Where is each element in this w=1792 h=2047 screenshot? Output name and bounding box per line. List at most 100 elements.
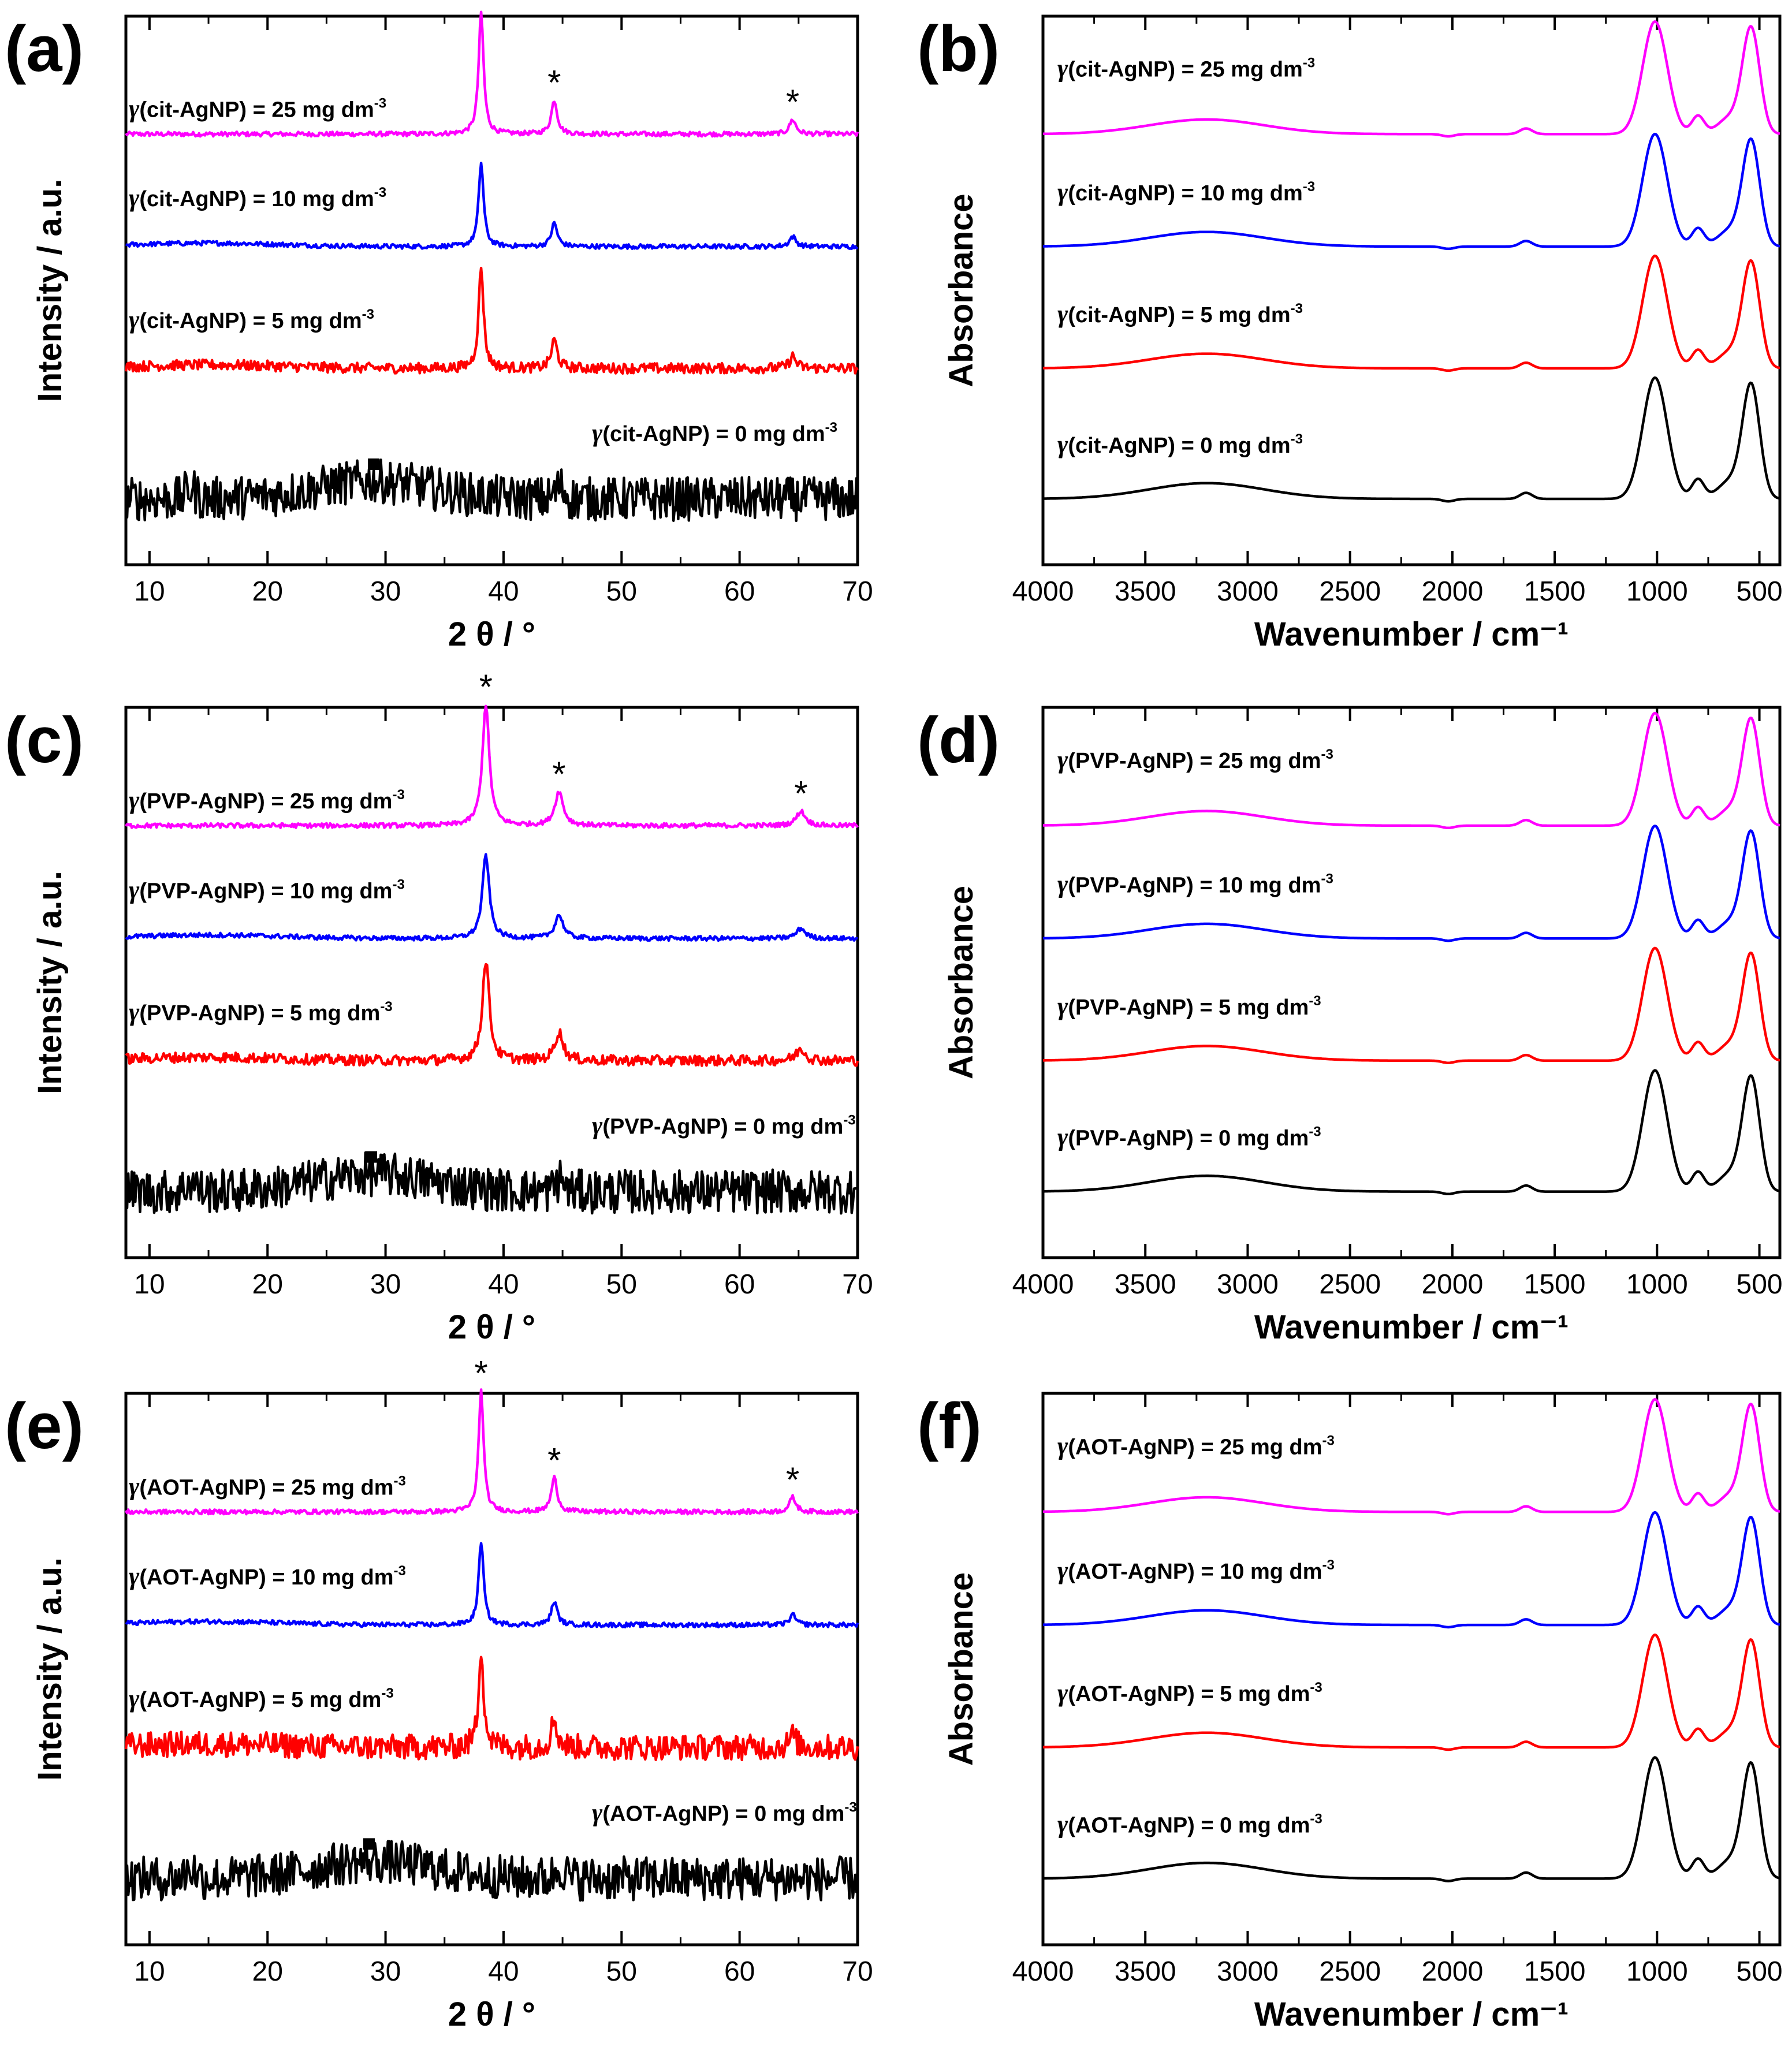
y-axis-label: Intensity / a.u. bbox=[31, 871, 69, 1094]
x-tick-label: 2500 bbox=[1319, 1269, 1381, 1300]
x-tick-label: 1500 bbox=[1524, 1269, 1586, 1300]
series-label: γ(AOT-AgNP) = 10 mg dm-3 bbox=[1057, 1556, 1335, 1584]
series-label-exponent: -3 bbox=[1309, 993, 1321, 1009]
panel-letter: (f) bbox=[917, 1390, 982, 1462]
series-line bbox=[1042, 946, 1780, 1064]
series-line bbox=[1042, 825, 1780, 942]
series-label-text: (cit-AgNP) = 0 mg dm bbox=[602, 422, 825, 446]
series-label-exponent: -3 bbox=[394, 1473, 406, 1489]
series-label-text: (cit-AgNP) = 0 mg dm bbox=[1068, 434, 1290, 458]
series-line bbox=[1042, 1069, 1780, 1196]
series-line bbox=[124, 458, 859, 523]
series-label: γ(AOT-AgNP) = 0 mg dm-3 bbox=[592, 1798, 857, 1826]
series-label-text: (PVP-AgNP) = 0 mg dm bbox=[1068, 1127, 1309, 1151]
series-label-exponent: -3 bbox=[381, 1686, 393, 1701]
x-tick-label: 70 bbox=[842, 1269, 873, 1300]
series-line bbox=[1042, 254, 1780, 372]
series-label-exponent: -3 bbox=[394, 1563, 406, 1579]
square-marker bbox=[368, 458, 380, 470]
x-tick-label: 60 bbox=[724, 1956, 755, 1987]
series-line bbox=[125, 963, 859, 1067]
series-line bbox=[124, 1388, 859, 1516]
square-marker bbox=[366, 1151, 378, 1163]
x-tick-label: 70 bbox=[842, 576, 873, 607]
series-label-exponent: -3 bbox=[374, 185, 386, 200]
series-line bbox=[1042, 1398, 1780, 1516]
x-tick-label: 1000 bbox=[1626, 576, 1688, 607]
y-axis-label: Absorbance bbox=[942, 193, 980, 387]
x-tick-label: 20 bbox=[252, 576, 283, 607]
series-label-exponent: -3 bbox=[825, 420, 837, 435]
plot-frame bbox=[124, 1392, 859, 1947]
panel-a: (a) 10 20 30 40 50 60 70 2 θ / ° Intensity / a.u.… bbox=[5, 0, 873, 653]
series-line bbox=[125, 10, 859, 138]
peak-marker: * bbox=[552, 755, 565, 793]
series-line bbox=[124, 1151, 858, 1215]
gamma-symbol: γ bbox=[1057, 1556, 1068, 1584]
gamma-symbol: γ bbox=[1057, 745, 1068, 774]
series-label-text: (cit-AgNP) = 10 mg dm bbox=[1068, 181, 1302, 206]
series-label: γ(cit-AgNP) = 10 mg dm-3 bbox=[129, 184, 386, 212]
series-label: γ(PVP-AgNP) = 10 mg dm-3 bbox=[1057, 870, 1333, 898]
x-tick-label: 2500 bbox=[1319, 1956, 1381, 1987]
gamma-symbol: γ bbox=[592, 1798, 603, 1826]
series-label: γ(cit-AgNP) = 0 mg dm-3 bbox=[592, 419, 837, 447]
series-label: γ(cit-AgNP) = 10 mg dm-3 bbox=[1057, 178, 1315, 206]
series-label: γ(AOT-AgNP) = 5 mg dm-3 bbox=[129, 1684, 394, 1713]
x-tick-label: 3500 bbox=[1115, 576, 1176, 607]
square-marker bbox=[363, 1838, 375, 1850]
gamma-symbol: γ bbox=[1057, 430, 1068, 458]
series-label-text: (AOT-AgNP) = 25 mg dm bbox=[1068, 1435, 1322, 1459]
series-label-exponent: -3 bbox=[844, 1799, 856, 1815]
peak-marker: * bbox=[474, 0, 487, 14]
x-tick-label: 1500 bbox=[1524, 576, 1586, 607]
gamma-symbol: γ bbox=[1057, 992, 1068, 1020]
x-tick-label: 3500 bbox=[1115, 1956, 1176, 1987]
x-tick-label: 4000 bbox=[1012, 1956, 1074, 1987]
gamma-symbol: γ bbox=[129, 786, 140, 814]
gamma-symbol: γ bbox=[1057, 1679, 1068, 1707]
series-label-text: (PVP-AgNP) = 10 mg dm bbox=[139, 879, 392, 903]
gamma-symbol: γ bbox=[1057, 1810, 1068, 1838]
series-label: γ(PVP-AgNP) = 5 mg dm-3 bbox=[1057, 992, 1321, 1020]
series-label-text: (PVP-AgNP) = 10 mg dm bbox=[1068, 873, 1321, 897]
series-line bbox=[125, 704, 859, 829]
series-label: γ(PVP-AgNP) = 10 mg dm-3 bbox=[129, 875, 405, 904]
x-tick-label: 3000 bbox=[1217, 1956, 1279, 1987]
series-label: γ(cit-AgNP) = 5 mg dm-3 bbox=[129, 305, 374, 334]
x-tick-label: 40 bbox=[488, 1956, 519, 1987]
series-label-text: (PVP-AgNP) = 0 mg dm bbox=[602, 1115, 843, 1139]
series-line bbox=[1042, 132, 1780, 251]
panel-letter: (b) bbox=[917, 13, 1000, 85]
series-line bbox=[125, 161, 859, 251]
series-label-exponent: -3 bbox=[843, 1113, 855, 1128]
y-axis-label: Absorbance bbox=[942, 1572, 980, 1766]
x-tick-label: 20 bbox=[252, 1269, 283, 1300]
gamma-symbol: γ bbox=[129, 1684, 140, 1713]
x-tick-label: 4000 bbox=[1012, 1269, 1074, 1300]
gamma-symbol: γ bbox=[1057, 1123, 1068, 1151]
x-tick-label: 30 bbox=[370, 1269, 401, 1300]
series-label-exponent: -3 bbox=[374, 95, 386, 111]
x-tick-label: 10 bbox=[134, 1269, 165, 1300]
gamma-symbol: γ bbox=[129, 1562, 140, 1590]
series-label-exponent: -3 bbox=[362, 307, 374, 322]
x-axis-label: Wavenumber / cm⁻¹ bbox=[1254, 1308, 1569, 1346]
x-axis-label: 2 θ / ° bbox=[448, 1996, 535, 2033]
series-label: γ(PVP-AgNP) = 25 mg dm-3 bbox=[1057, 745, 1333, 774]
series-label: γ(cit-AgNP) = 5 mg dm-3 bbox=[1057, 300, 1303, 328]
x-tick-label: 30 bbox=[370, 1956, 401, 1987]
series-line bbox=[124, 266, 859, 375]
gamma-symbol: γ bbox=[592, 1112, 603, 1140]
series-line bbox=[1042, 1511, 1780, 1629]
series-label-exponent: -3 bbox=[1291, 301, 1303, 316]
x-tick-label: 3000 bbox=[1217, 576, 1279, 607]
series-label: γ(PVP-AgNP) = 0 mg dm-3 bbox=[592, 1112, 856, 1140]
panel-letter: (a) bbox=[5, 13, 84, 85]
series-label-exponent: -3 bbox=[392, 877, 404, 892]
series-label: γ(cit-AgNP) = 0 mg dm-3 bbox=[1057, 430, 1303, 458]
x-tick-label: 70 bbox=[842, 1956, 873, 1987]
x-tick-label: 500 bbox=[1737, 1269, 1783, 1300]
series-label-exponent: -3 bbox=[1310, 1811, 1322, 1826]
x-tick-label: 2000 bbox=[1421, 1269, 1483, 1300]
